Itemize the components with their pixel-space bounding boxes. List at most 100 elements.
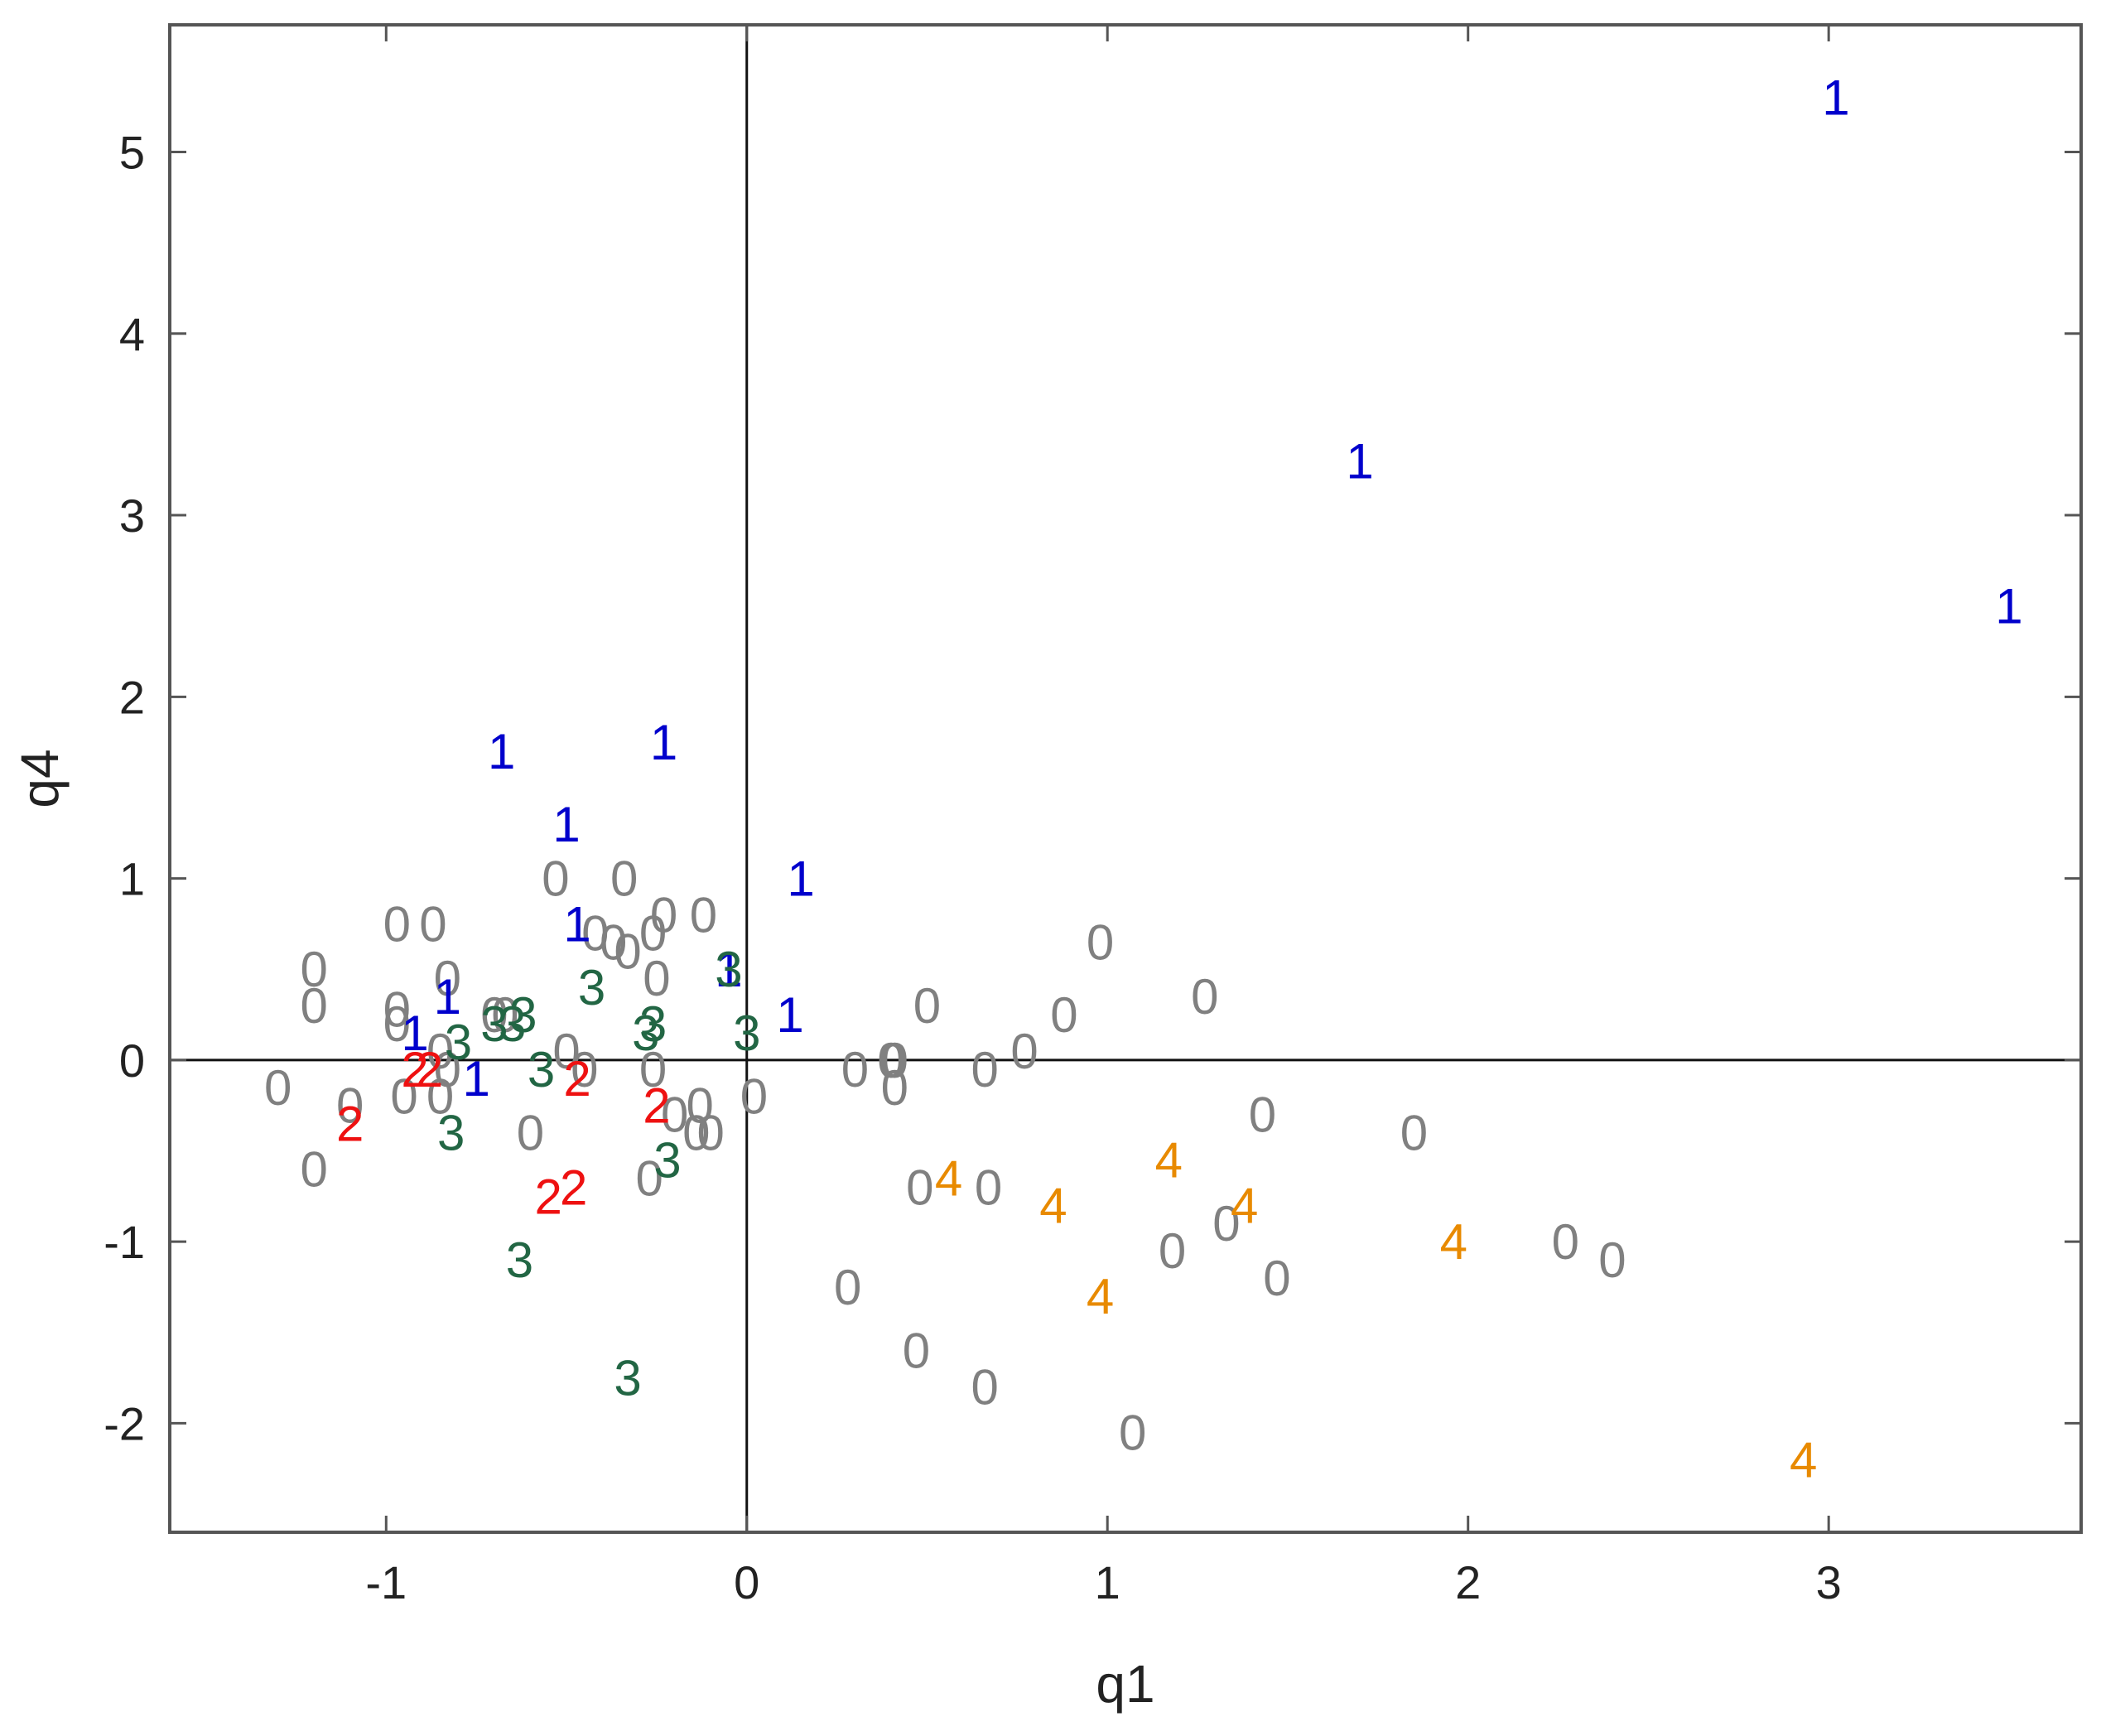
point-group-1: 1	[462, 1051, 489, 1107]
point-group-1: 1	[787, 851, 814, 907]
point-group-4: 4	[1155, 1132, 1183, 1188]
point-group-0: 0	[635, 1150, 663, 1206]
point-group-0: 0	[419, 896, 446, 952]
y-axis-label: q4	[10, 749, 70, 808]
point-group-2: 2	[563, 1051, 590, 1107]
x-tick-labels: -1 0 1 2 3	[365, 1556, 1841, 1608]
point-group-3: 3	[506, 1232, 533, 1288]
x-tick-label: -1	[365, 1556, 407, 1608]
y-tick-label: 4	[119, 308, 145, 360]
point-group-0: 0	[264, 1060, 292, 1116]
point-group-2: 2	[535, 1169, 562, 1224]
y-tick-label: 3	[119, 489, 145, 542]
point-group-0: 0	[1010, 1024, 1038, 1079]
point-group-1: 1	[1822, 70, 1849, 126]
point-group-4: 4	[935, 1150, 962, 1206]
point-group-0: 0	[971, 1360, 998, 1415]
point-group-0: 0	[480, 987, 508, 1043]
point-group-0: 0	[740, 1069, 768, 1125]
point-group-2: 2	[560, 1160, 587, 1215]
point-group-3: 3	[509, 987, 537, 1043]
point-group-3: 3	[437, 1106, 465, 1161]
point-group-0: 0	[639, 905, 667, 961]
point-group-0: 0	[336, 1078, 364, 1134]
point-group-3: 3	[480, 996, 508, 1052]
point-group-1: 1	[1346, 433, 1373, 489]
point-group-0: 0	[1087, 914, 1114, 970]
point-group-0: 0	[434, 1042, 461, 1097]
x-tick-label: 2	[1455, 1556, 1481, 1608]
point-group-0: 0	[1400, 1106, 1428, 1161]
point-group-0: 0	[1249, 1087, 1276, 1143]
point-group-4: 4	[1231, 1178, 1258, 1233]
point-group-3: 3	[445, 1015, 472, 1070]
point-group-0: 0	[581, 905, 609, 961]
point-group-0: 0	[639, 1042, 667, 1097]
point-group-0: 0	[426, 1069, 454, 1125]
point-group-2: 2	[401, 1042, 428, 1097]
point-group-0: 0	[1159, 1223, 1186, 1279]
point-group-0: 0	[686, 1078, 713, 1134]
point-group-1: 1	[563, 896, 590, 952]
point-group-3: 3	[715, 942, 742, 997]
point-group-0: 0	[301, 942, 328, 997]
point-group-0: 0	[881, 1060, 908, 1116]
point-group-3: 3	[614, 1351, 641, 1406]
point-group-0: 0	[610, 851, 638, 907]
x-tick-label: 0	[734, 1556, 759, 1608]
point-group-0: 0	[383, 996, 411, 1052]
point-group-0: 0	[552, 1024, 580, 1079]
point-group-2: 2	[336, 1097, 364, 1152]
point-group-3: 3	[632, 1005, 659, 1061]
point-group-0: 0	[690, 887, 717, 943]
point-group-0: 0	[643, 951, 670, 1006]
point-group-3: 3	[733, 1005, 760, 1061]
point-group-0: 0	[1212, 1196, 1240, 1251]
point-group-0: 0	[1191, 969, 1218, 1025]
point-group-2: 2	[416, 1042, 443, 1097]
point-group-4: 4	[1440, 1214, 1467, 1270]
point-group-0: 0	[1050, 987, 1077, 1043]
point-group-4: 4	[1790, 1432, 1817, 1488]
point-group-0: 0	[600, 914, 627, 970]
point-group-0: 0	[426, 1024, 454, 1079]
point-group-1: 1	[776, 987, 803, 1043]
y-tick-labels: -2 -1 0 1 2 3 4 5	[104, 126, 145, 1449]
point-group-1: 1	[434, 969, 461, 1025]
point-group-0: 0	[571, 1042, 598, 1097]
y-tick-label: 1	[119, 853, 145, 905]
plot-frame	[168, 23, 2083, 1534]
point-group-0: 0	[975, 1160, 1002, 1215]
point-group-0: 0	[841, 1042, 869, 1097]
point-group-0: 0	[697, 1106, 725, 1161]
point-group-0: 0	[301, 978, 328, 1034]
point-group-3: 3	[528, 1042, 555, 1097]
point-group-0: 0	[383, 981, 411, 1037]
y-tick-label: 0	[119, 1034, 145, 1087]
y-tick-label: 5	[119, 126, 145, 178]
point-group-4: 4	[1039, 1178, 1067, 1233]
point-group-2: 2	[643, 1078, 670, 1134]
point-group-4: 4	[1087, 1269, 1114, 1324]
point-group-0: 0	[881, 1033, 908, 1088]
point-group-0: 0	[301, 1141, 328, 1197]
point-group-0: 0	[971, 1042, 998, 1097]
x-axis-label: q1	[1096, 1654, 1154, 1714]
y-tick-label: -2	[104, 1397, 145, 1449]
point-group-1: 1	[650, 715, 677, 770]
point-group-0: 0	[1598, 1232, 1626, 1288]
point-group-1: 1	[401, 1005, 428, 1061]
point-group-0: 0	[834, 1260, 861, 1315]
point-group-0: 0	[650, 887, 677, 943]
y-tick-label: 2	[119, 671, 145, 723]
point-group-0: 0	[383, 896, 411, 952]
point-group-1: 1	[552, 797, 580, 852]
point-group-0: 0	[1119, 1405, 1146, 1460]
